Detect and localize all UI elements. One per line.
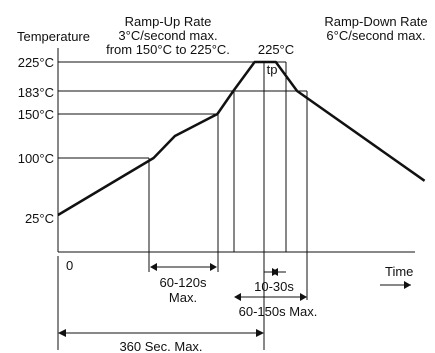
y-tick-label-100: 100°C (18, 151, 54, 166)
ramp-down-line-1: Ramp-Down Rate (324, 14, 427, 29)
temperature-profile-line (57, 60, 426, 217)
y-tick-label-225: 225°C (18, 55, 54, 70)
span-10-30-arrow-right (271, 268, 278, 276)
span-360-arrow-left (58, 329, 66, 337)
span-360-arrow-right (256, 329, 264, 337)
y-tick-label-150: 150°C (18, 107, 54, 122)
ramp-up-line-1: Ramp-Up Rate (125, 14, 212, 29)
span-60-120-label-2: Max. (169, 290, 197, 305)
tp-label: tp (267, 62, 278, 77)
span-60-120-label-1: 60-120s (160, 275, 207, 290)
span-10-30-label: 10-30s (254, 279, 294, 294)
x-origin-label: 0 (66, 258, 73, 273)
span-60-120-arrow-right (210, 263, 217, 271)
ramp-up-line-3: from 150°C to 225°C. (106, 42, 230, 57)
time-arrow-head (404, 281, 411, 289)
span-60-150-arrow-left (234, 293, 241, 301)
y-tick-label-25: 25°C (25, 211, 54, 226)
x-axis-title: Time (385, 264, 413, 279)
y-tick-label-183: 183°C (18, 85, 54, 100)
span-60-150-arrow-right (300, 293, 307, 301)
peak-temperature-label: 225°C (258, 42, 294, 57)
y-axis-title: Temperature (17, 29, 90, 44)
ramp-down-line-2: 6°C/second max. (326, 28, 425, 43)
span-60-120-arrow-left (150, 263, 157, 271)
span-60-150-label: 60-150s Max. (239, 304, 318, 319)
span-360-label: 360 Sec. Max. (119, 339, 202, 353)
ramp-up-line-2: 3°C/second max. (118, 28, 217, 43)
